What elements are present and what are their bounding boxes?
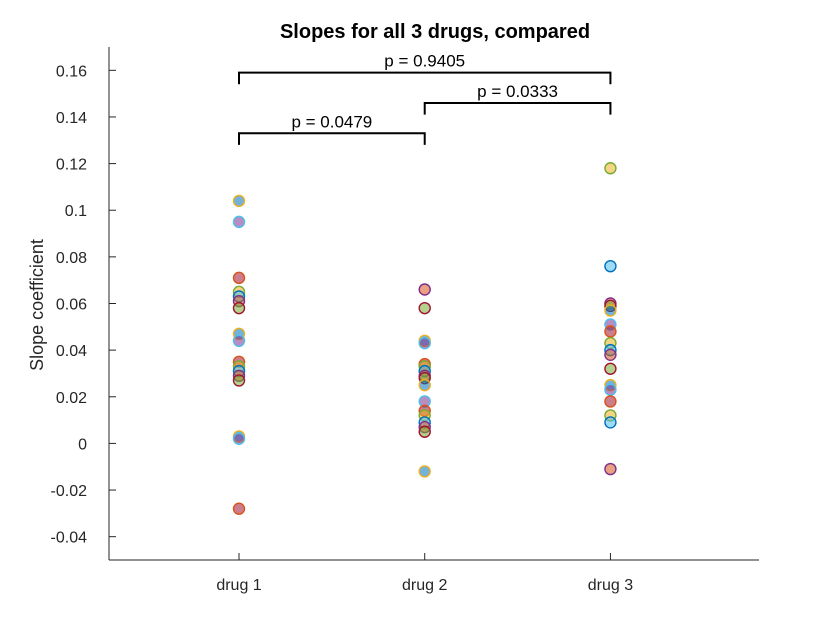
comparison-bracket	[238, 71, 612, 85]
y-tick-label: 0.16	[56, 63, 87, 80]
chart-title: Slopes for all 3 drugs, compared	[280, 21, 590, 43]
comparison-bracket	[238, 132, 426, 145]
axes	[108, 47, 759, 561]
data-point	[232, 502, 246, 515]
x-tick-label: drug 2	[402, 577, 447, 594]
data-point	[418, 336, 431, 350]
data-point	[418, 283, 431, 296]
x-axis-ticks: drug 1 drug 2 drug 3	[216, 553, 633, 594]
data-point	[232, 301, 246, 315]
y-tick-label: 0.1	[65, 203, 87, 220]
data-point	[604, 259, 617, 273]
data-point	[418, 378, 431, 392]
data-point	[418, 301, 431, 315]
y-tick-label: 0.12	[56, 157, 87, 174]
data-point	[604, 395, 617, 408]
data-point	[604, 325, 617, 338]
y-tick-label: 0.04	[56, 343, 87, 360]
x-tick-label: drug 3	[588, 577, 633, 594]
p-value-label: p = 0.9405	[384, 52, 465, 71]
data-point	[232, 194, 246, 208]
data-point	[232, 374, 246, 387]
y-tick-label: -0.02	[51, 483, 88, 500]
y-tick-label: 0.06	[56, 297, 87, 314]
data-point	[604, 162, 617, 175]
y-tick-label: 0.02	[56, 390, 87, 407]
significance-brackets: p = 0.0479 p = 0.0333 p = 0.9405	[238, 52, 612, 145]
data-point	[232, 334, 246, 348]
data-point	[232, 432, 246, 445]
data-point	[418, 425, 431, 438]
y-axis-ticks: -0.04 -0.02 0 0.02 0.04 0.06 0.08 0.1 0.12 0.14 0.…	[51, 63, 116, 547]
y-tick-label: 0.14	[56, 110, 87, 127]
y-axis-label: Slope coefficient	[27, 239, 47, 371]
p-value-label: p = 0.0479	[291, 112, 372, 131]
comparison-bracket	[423, 101, 612, 115]
data-points	[232, 162, 617, 515]
data-point	[418, 465, 431, 478]
data-point	[604, 383, 617, 396]
data-point	[232, 271, 246, 285]
p-value-label: p = 0.0333	[477, 82, 558, 101]
y-tick-label: 0	[78, 436, 87, 453]
data-point	[604, 304, 617, 317]
y-tick-label: -0.04	[51, 530, 88, 547]
data-point	[604, 348, 617, 361]
data-point	[604, 462, 617, 476]
y-tick-label: 0.08	[56, 250, 87, 267]
x-tick-label: drug 1	[216, 577, 261, 594]
data-point	[604, 416, 617, 429]
data-point	[604, 362, 617, 375]
data-point	[232, 215, 246, 229]
